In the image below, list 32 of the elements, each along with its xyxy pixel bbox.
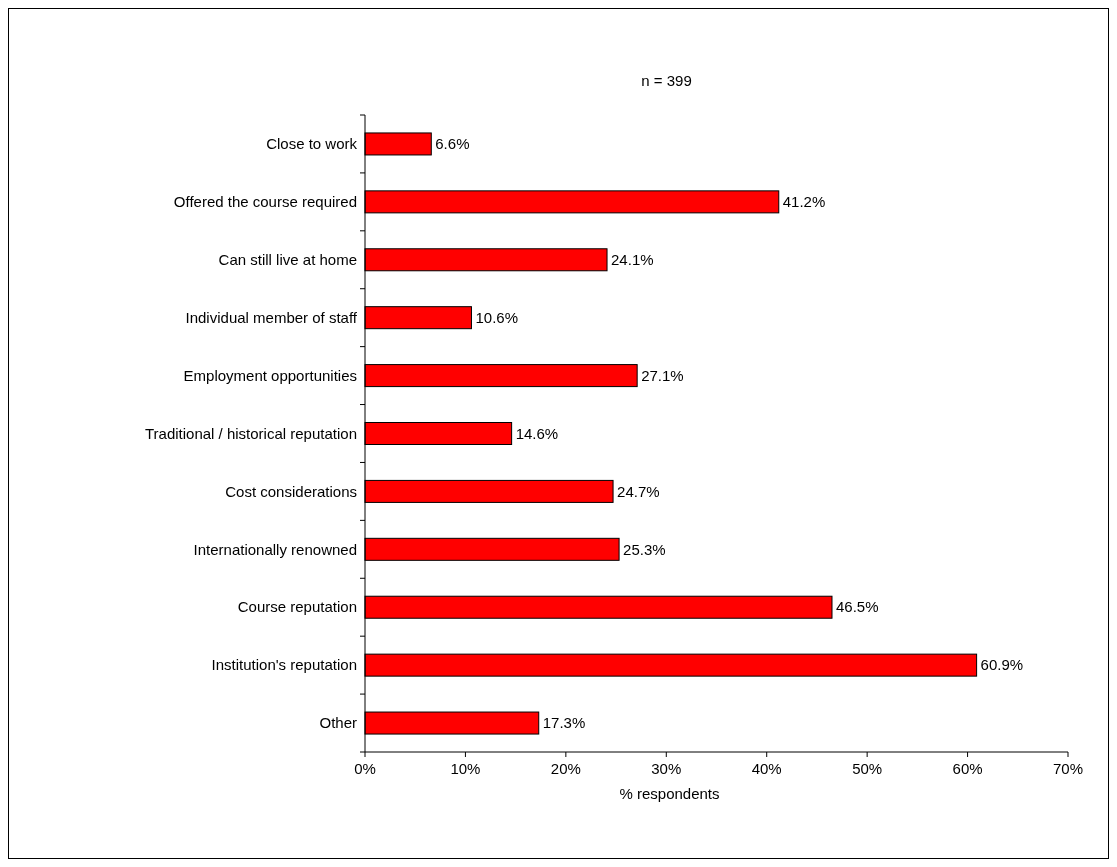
data-label: 24.1% — [611, 251, 654, 269]
y-tick-label: Can still live at home — [218, 251, 357, 269]
y-tick-label: Internationally renowned — [193, 540, 357, 558]
y-tick-label: Employment opportunities — [183, 366, 357, 384]
y-tick-label: Cost considerations — [225, 482, 357, 500]
data-label: 17.3% — [542, 714, 586, 732]
x-tick-label: 0% — [354, 760, 376, 777]
chart-title: n = 399 — [641, 72, 692, 89]
x-tick-label: 30% — [651, 760, 682, 777]
data-label: 14.6% — [515, 424, 559, 442]
y-tick-label: Individual member of staff — [185, 308, 358, 326]
x-axis-title: % respondents — [619, 785, 720, 802]
data-label: 24.7% — [617, 482, 660, 500]
x-tick-label: 20% — [550, 760, 581, 777]
y-tick-label: Institution's reputation — [211, 656, 357, 674]
data-label: 60.9% — [980, 656, 1024, 674]
y-tick-label: Other — [319, 714, 357, 732]
x-tick-label: 50% — [852, 760, 883, 777]
y-tick-label: Offered the course required — [173, 193, 357, 211]
y-tick-label: Traditional / historical reputation — [144, 424, 357, 442]
data-label: 10.6% — [475, 308, 518, 326]
data-label: 6.6% — [435, 135, 470, 153]
y-tick-label: Close to work — [266, 135, 358, 153]
x-tick-label: 10% — [450, 760, 481, 777]
y-tick-label: Course reputation — [237, 598, 357, 616]
x-tick-label: 60% — [952, 760, 983, 777]
data-label: 46.5% — [835, 598, 879, 616]
data-label: 27.1% — [641, 366, 684, 384]
data-label: 25.3% — [623, 540, 666, 558]
x-tick-label: 40% — [751, 760, 782, 777]
data-label: 41.2% — [782, 193, 826, 211]
x-tick-label: 70% — [1052, 760, 1084, 777]
